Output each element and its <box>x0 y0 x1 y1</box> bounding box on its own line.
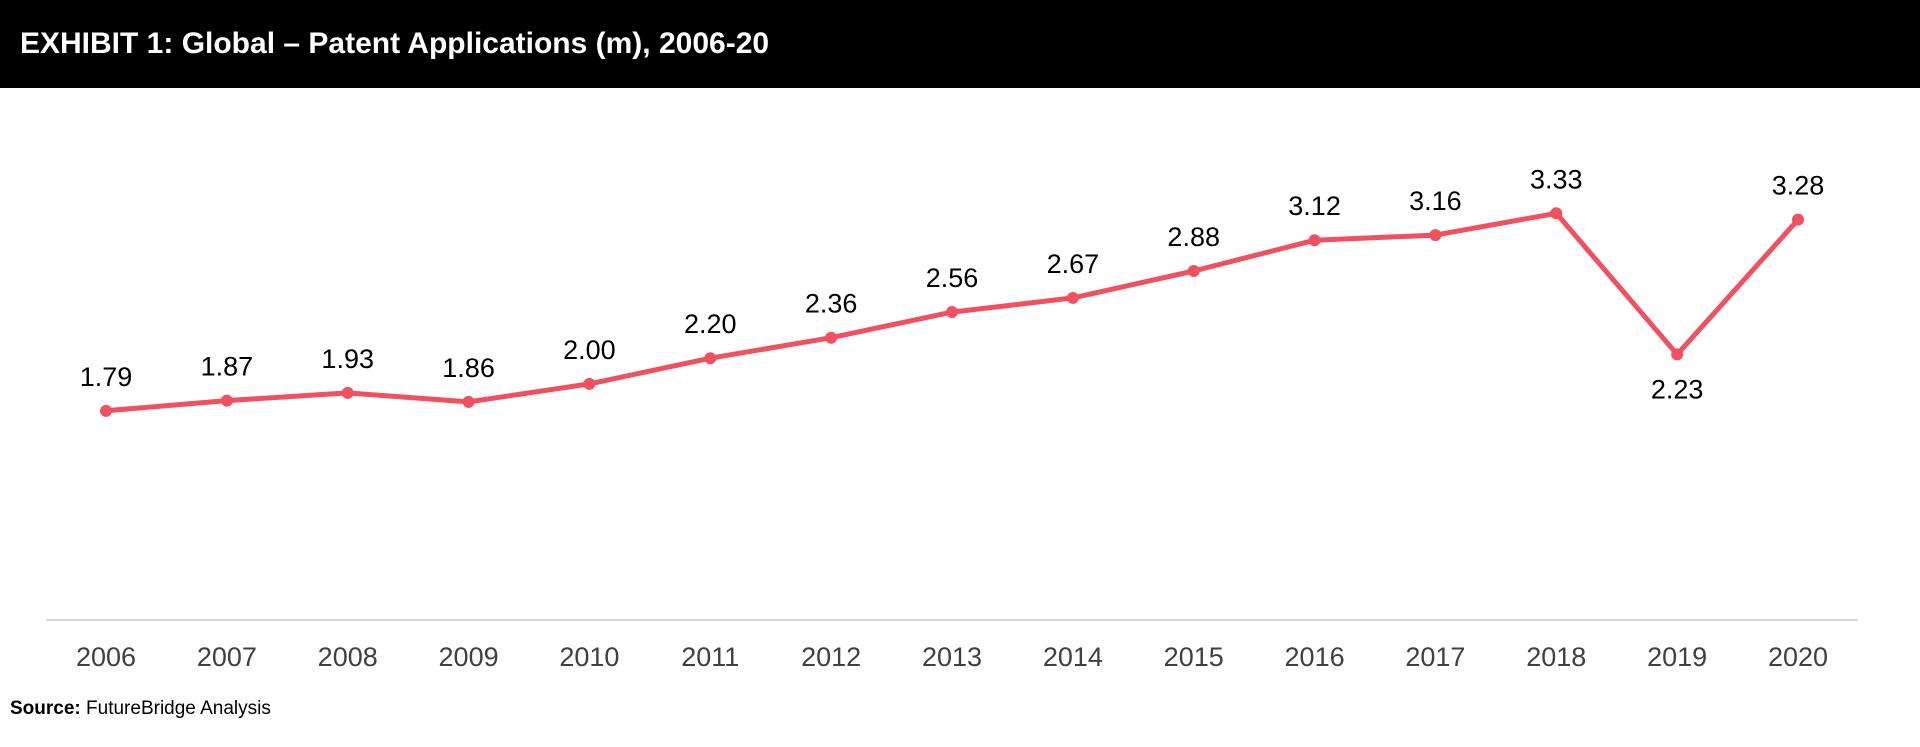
data-point <box>462 395 475 408</box>
x-tick-label: 2014 <box>1043 642 1103 672</box>
data-point <box>1550 207 1563 220</box>
data-label: 1.87 <box>201 352 254 382</box>
x-tick-label: 2013 <box>922 642 982 672</box>
x-tick-label: 2010 <box>559 642 619 672</box>
data-point <box>583 377 596 390</box>
x-tick-label: 2016 <box>1285 642 1345 672</box>
x-tick-label: 2008 <box>318 642 378 672</box>
data-point <box>946 306 958 319</box>
data-label: 1.86 <box>442 353 495 383</box>
x-tick-label: 2015 <box>1164 642 1224 672</box>
data-label: 2.36 <box>805 289 858 319</box>
x-tick-label: 2018 <box>1526 642 1586 672</box>
data-points <box>100 207 1804 417</box>
line-chart: 2006 2007 2008 2009 2010 2011 2012 2013 2014 2015… <box>46 164 1858 672</box>
source-label: Source: <box>10 698 81 719</box>
data-label: 3.16 <box>1409 186 1462 216</box>
data-point <box>825 331 838 344</box>
x-tick-labels: 2006 2007 2008 2009 2010 2011 2012 2013 2014 2015… <box>76 642 1828 672</box>
data-point <box>1187 264 1200 277</box>
x-tick-label: 2020 <box>1768 642 1828 672</box>
data-point <box>1066 291 1079 304</box>
x-tick-label: 2009 <box>439 642 499 672</box>
source-text: FutureBridge Analysis <box>86 698 271 719</box>
data-point <box>1792 213 1804 226</box>
chart-header: EXHIBIT 1: Global – Patent Applications … <box>0 0 1920 88</box>
data-point <box>1429 229 1442 242</box>
x-tick-label: 2006 <box>76 642 136 672</box>
x-tick-label: 2011 <box>681 642 739 672</box>
data-point <box>220 394 233 407</box>
data-point <box>341 386 354 399</box>
data-label: 1.79 <box>80 362 133 392</box>
data-point <box>1308 234 1321 247</box>
data-point <box>1671 348 1684 361</box>
data-label: 3.28 <box>1772 171 1825 201</box>
x-tick-label: 2007 <box>197 642 257 672</box>
data-labels: 1.79 1.87 1.93 1.86 2.00 2.20 2.36 2.56 2.67 2.88… <box>80 164 1825 404</box>
data-label: 2.56 <box>926 263 979 293</box>
data-label: 2.67 <box>1047 249 1100 279</box>
x-tick-label: 2012 <box>801 642 861 672</box>
data-label: 3.12 <box>1288 191 1341 221</box>
data-label: 2.00 <box>563 335 616 365</box>
data-point <box>704 352 717 365</box>
data-label: 2.20 <box>684 309 737 339</box>
x-tick-label: 2017 <box>1405 642 1465 672</box>
x-tick-label: 2019 <box>1647 642 1707 672</box>
data-label: 1.93 <box>321 344 374 374</box>
data-label: 3.33 <box>1530 164 1583 194</box>
data-point <box>100 404 112 417</box>
data-label: 2.23 <box>1651 374 1704 404</box>
data-label: 2.88 <box>1167 222 1220 252</box>
source-note: Source: FutureBridge Analysis <box>10 698 271 720</box>
chart-title: EXHIBIT 1: Global – Patent Applications … <box>20 27 770 60</box>
